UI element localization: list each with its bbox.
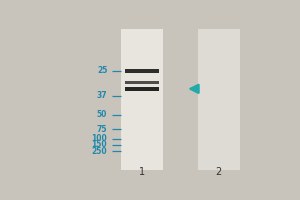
Text: 50: 50 [97,110,107,119]
Bar [198,29,240,170]
Text: 1: 1 [139,167,145,177]
Bar [125,69,159,73]
Text: 150: 150 [92,140,107,149]
Text: 75: 75 [97,125,107,134]
Text: 100: 100 [92,134,107,143]
Bar [125,87,159,91]
Text: 2: 2 [216,167,222,177]
Text: 25: 25 [97,66,107,75]
Text: 37: 37 [97,91,107,100]
Bar [125,81,159,84]
Bar [121,29,163,170]
Text: 250: 250 [92,147,107,156]
